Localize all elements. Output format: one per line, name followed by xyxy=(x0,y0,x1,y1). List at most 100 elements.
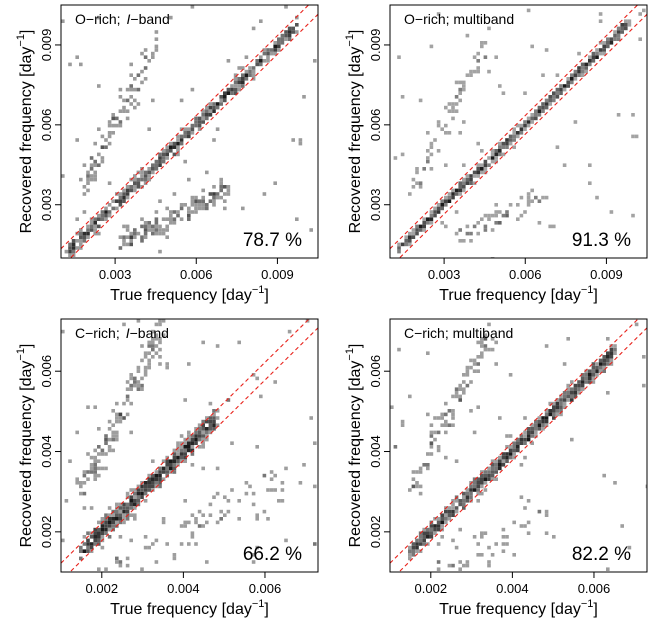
density-cell xyxy=(219,509,223,514)
density-cell xyxy=(154,167,159,171)
density-cell xyxy=(187,441,191,445)
density-cell xyxy=(465,177,470,182)
density-cell xyxy=(458,98,462,103)
density-cell xyxy=(212,185,216,189)
density-cell xyxy=(194,434,198,438)
density-cell xyxy=(480,217,484,221)
density-cell xyxy=(122,322,126,327)
density-cell xyxy=(476,542,480,546)
density-cell xyxy=(187,213,191,218)
density-cell xyxy=(537,427,542,431)
density-cell xyxy=(86,228,90,232)
density-cell xyxy=(100,217,105,221)
density-cell xyxy=(591,365,596,370)
density-cell xyxy=(534,427,538,431)
density-cell xyxy=(129,73,133,77)
density-cell xyxy=(208,109,213,113)
density-cell xyxy=(118,120,123,124)
density-cell xyxy=(176,455,180,460)
density-cell xyxy=(133,188,137,193)
density-cell xyxy=(501,459,506,463)
panel-label-main: C−rich; xyxy=(75,325,120,341)
density-cell xyxy=(79,484,83,489)
density-cell xyxy=(140,69,144,74)
density-cell xyxy=(151,98,155,103)
density-cell xyxy=(223,513,227,517)
density-cell xyxy=(93,542,97,546)
density-cell xyxy=(422,542,426,546)
density-cell xyxy=(476,491,480,496)
density-cell xyxy=(147,344,151,348)
density-cell xyxy=(104,513,108,517)
density-cell xyxy=(393,156,398,160)
density-cell xyxy=(93,177,97,182)
density-cell xyxy=(487,473,491,478)
density-cell xyxy=(169,210,173,214)
density-cell xyxy=(501,535,506,539)
density-cell xyxy=(248,69,252,74)
density-cell xyxy=(219,177,223,182)
density-cell xyxy=(122,195,126,200)
density-cell xyxy=(97,535,101,539)
y-axis-label: Recovered frequency [day−1] xyxy=(15,344,35,548)
density-cell xyxy=(454,109,459,113)
density-cell xyxy=(638,37,642,41)
density-cell xyxy=(541,105,545,110)
density-cell xyxy=(129,538,133,543)
density-cell xyxy=(154,351,159,355)
density-cell xyxy=(118,506,123,510)
density-cell xyxy=(415,231,419,236)
density-cell xyxy=(205,430,209,435)
density-cell xyxy=(194,120,198,124)
density-cell xyxy=(122,401,126,406)
density-cell xyxy=(194,437,198,442)
density-cell xyxy=(404,239,408,243)
density-cell xyxy=(158,470,162,474)
y-tick-label: 0.002 xyxy=(368,516,383,549)
density-cell xyxy=(631,213,635,218)
density-cell xyxy=(480,167,484,171)
density-cell xyxy=(169,141,173,146)
density-cell xyxy=(89,156,94,160)
density-cell xyxy=(609,358,614,363)
density-cell xyxy=(140,358,144,363)
density-cell xyxy=(201,434,205,438)
density-cell xyxy=(100,452,105,456)
density-cell xyxy=(118,535,123,539)
density-cell xyxy=(537,199,542,203)
density-cell xyxy=(298,141,303,146)
density-cell xyxy=(537,416,542,420)
density-cell xyxy=(559,405,563,409)
density-cell xyxy=(172,152,177,157)
density-cell xyxy=(606,355,610,359)
density-cell xyxy=(97,213,101,218)
density-cell xyxy=(411,545,416,550)
density-cell xyxy=(530,188,534,193)
density-cell xyxy=(287,33,292,38)
density-cell xyxy=(269,470,274,474)
density-cell xyxy=(642,355,646,359)
x-axis-label-exponent: −1 xyxy=(581,598,594,610)
density-cell xyxy=(512,520,516,525)
density-cell xyxy=(559,87,563,92)
density-cell xyxy=(151,542,155,546)
density-cell xyxy=(462,499,466,503)
density-cell xyxy=(512,448,516,453)
density-cell xyxy=(465,174,470,178)
density-cell xyxy=(169,459,173,463)
density-cell xyxy=(233,80,238,85)
density-cell xyxy=(624,19,628,23)
density-cell xyxy=(187,134,191,139)
density-cell xyxy=(107,181,112,185)
density-cell xyxy=(248,484,252,489)
density-cell xyxy=(165,542,169,546)
density-cell xyxy=(205,437,209,442)
density-cell xyxy=(172,466,177,471)
density-cell xyxy=(183,398,187,402)
x-tick-label: 0.004 xyxy=(167,581,200,596)
density-cell xyxy=(302,95,306,99)
density-cell xyxy=(465,499,470,503)
density-cell xyxy=(606,41,610,45)
density-cell xyxy=(219,102,223,106)
